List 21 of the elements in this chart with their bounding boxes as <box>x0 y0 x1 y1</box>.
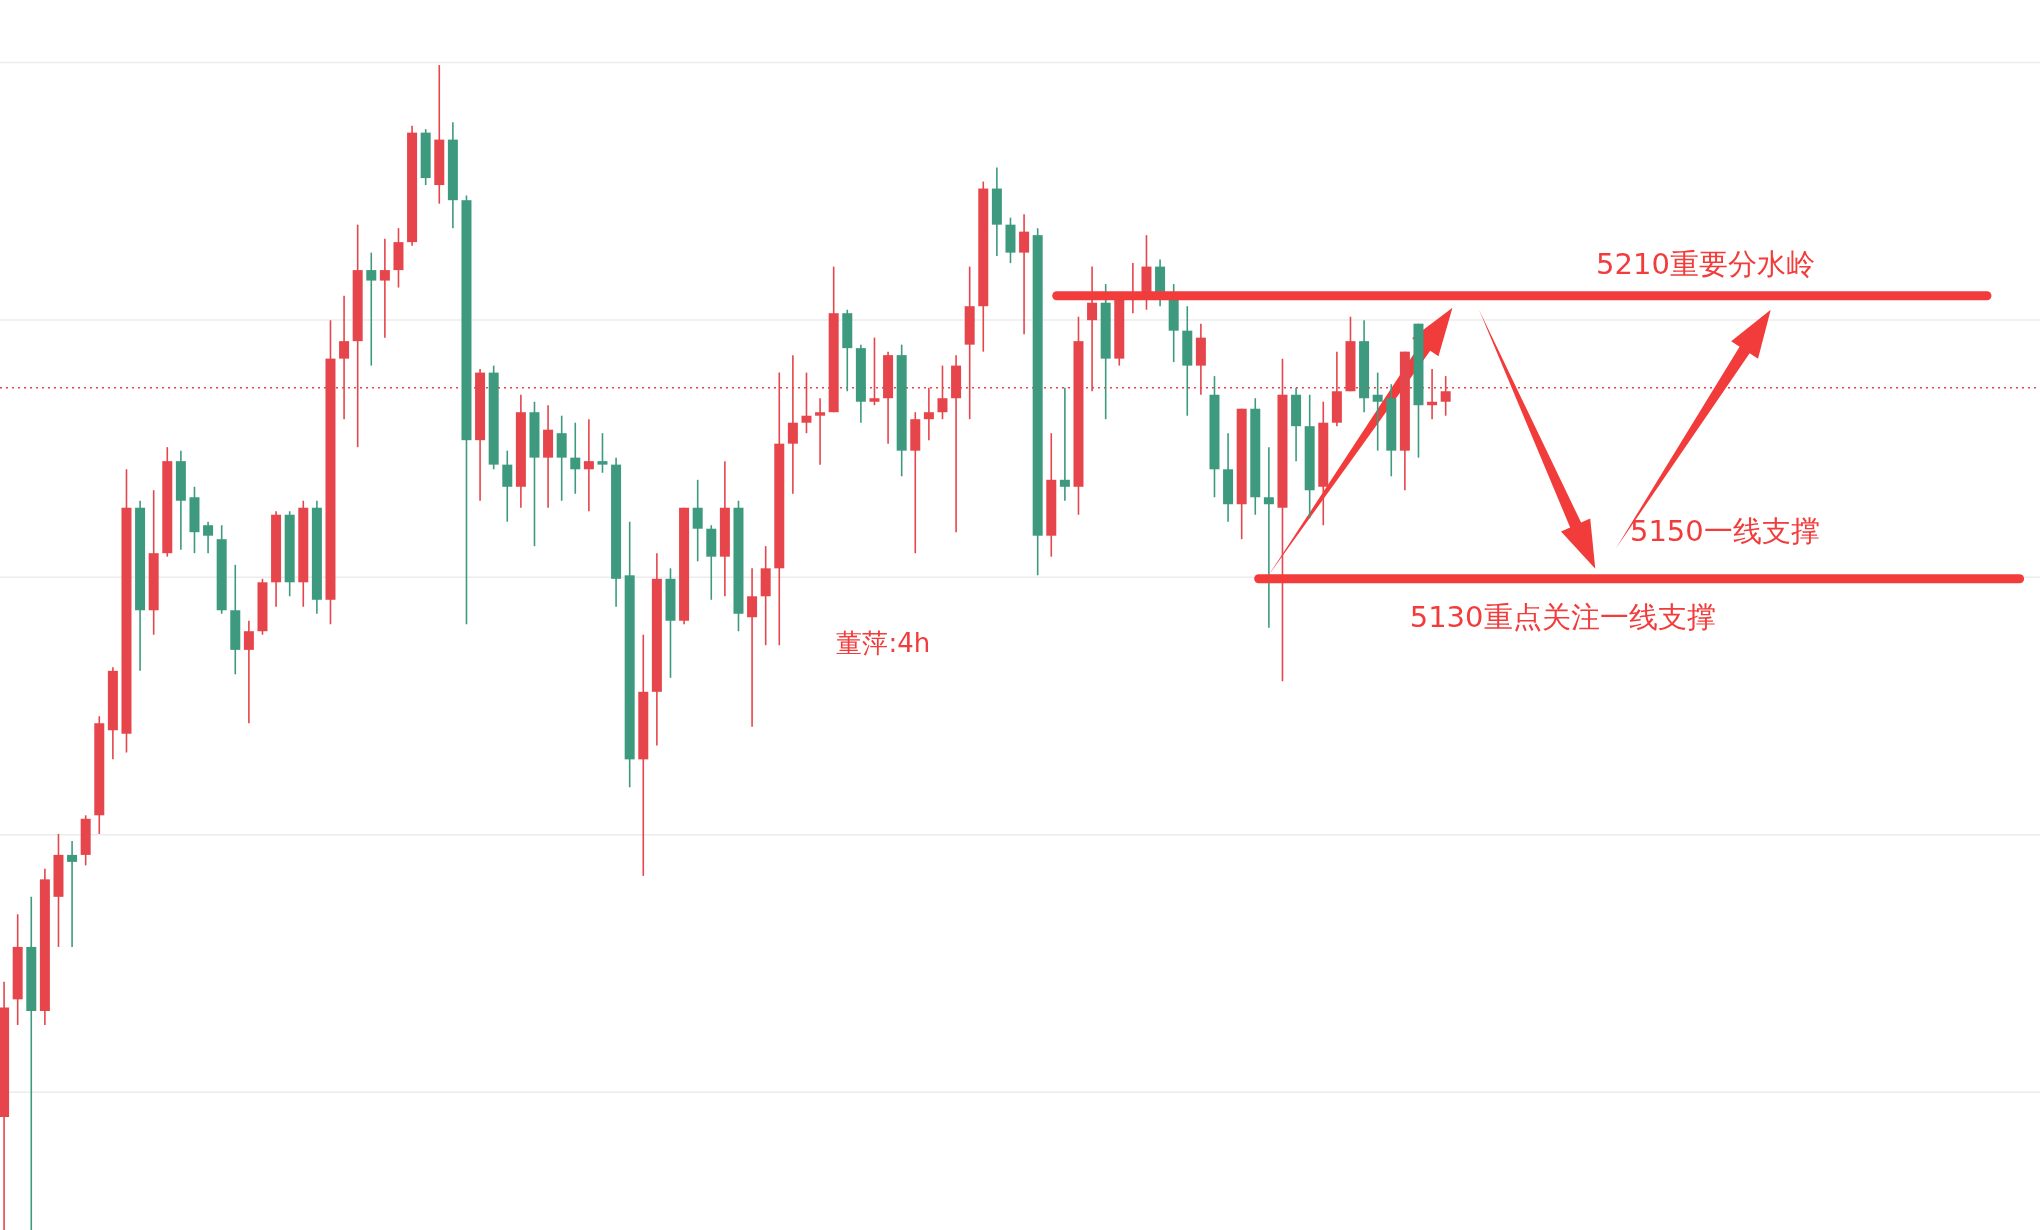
candlestick <box>692 478 703 563</box>
candlestick <box>1372 371 1383 452</box>
candlestick <box>570 421 581 495</box>
text: 5150一线支撑 <box>1629 514 1820 549</box>
candlestick <box>787 354 798 495</box>
candlestick <box>379 237 390 339</box>
candlestick <box>366 251 377 367</box>
candlestick <box>597 432 608 474</box>
candlestick <box>1059 386 1070 502</box>
candlestick <box>583 418 594 513</box>
ref-line-label: 5130重点关注一线支撑 <box>1409 599 1716 634</box>
candlestick <box>502 449 513 523</box>
candlestick <box>67 840 78 948</box>
annotation: 董萍:4h <box>836 627 931 658</box>
candlestick <box>1019 213 1030 335</box>
candlestick <box>747 567 758 728</box>
candlestick <box>1263 446 1274 629</box>
candlestick <box>243 619 254 725</box>
candlestick <box>815 397 826 466</box>
candlestick <box>203 520 214 554</box>
ref-line-label: 5210重要分水岭 <box>1596 246 1815 281</box>
